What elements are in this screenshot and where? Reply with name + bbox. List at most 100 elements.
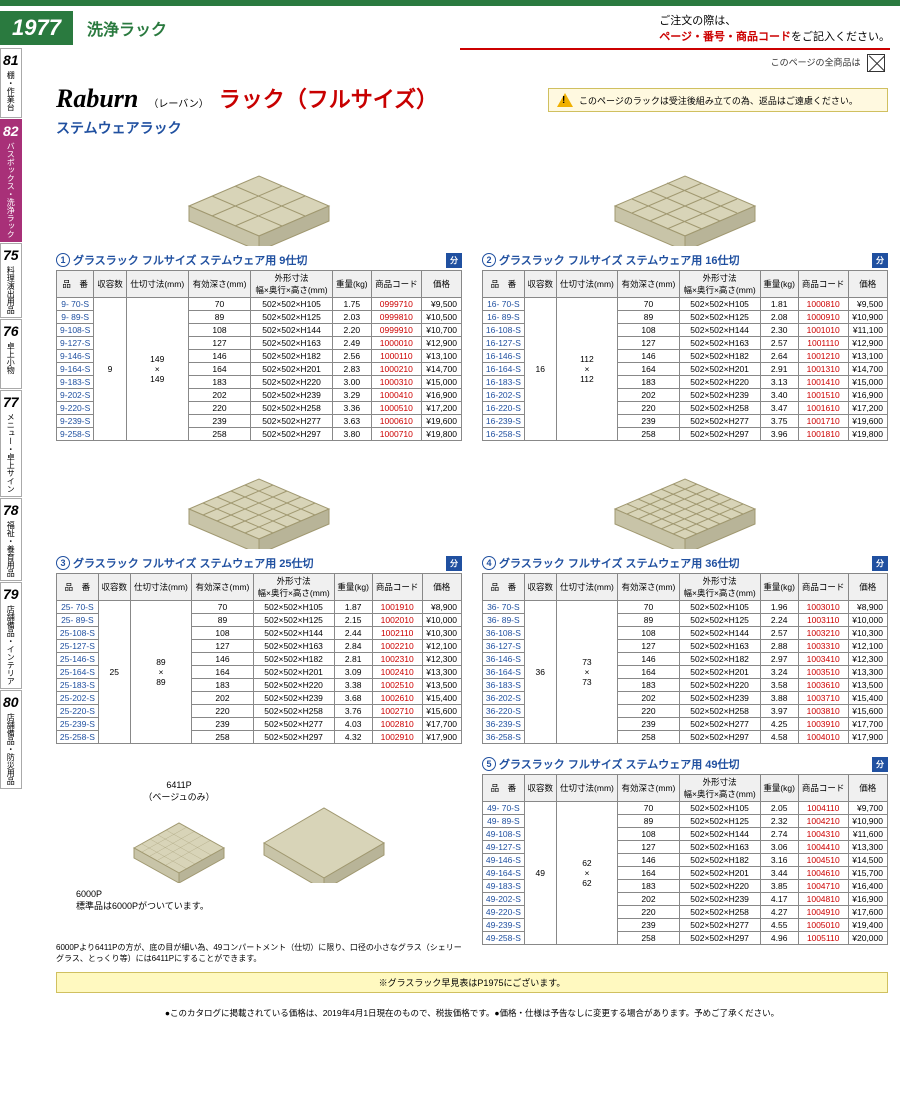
item-number[interactable]: 9-220-S [57, 402, 94, 415]
item-number[interactable]: 36-183-S [483, 679, 525, 692]
item-number[interactable]: 36-146-S [483, 653, 525, 666]
page-header: 1977 洗浄ラック ご注文の際は、 ページ・番号・商品コードをご記入ください。 [0, 8, 900, 48]
item-number[interactable]: 9- 70-S [57, 298, 94, 311]
item-number[interactable]: 49- 70-S [483, 802, 525, 815]
product-table-3: 品 番収容数仕切寸法(mm)有効深さ(mm)外形寸法幅×奥行×高さ(mm)重量(… [56, 573, 462, 744]
detail-note: 6000Pより6411Pの方が、底の目が細い為、49コンパートメント（仕切）に限… [56, 942, 462, 964]
brand-kana: （レーバン） [148, 95, 208, 110]
table-title-2: 2グラスラック フルサイズ ステムウェア用 16仕切分 [482, 252, 888, 268]
item-number[interactable]: 49-164-S [483, 867, 525, 880]
sidebar-item-81[interactable]: 81棚・作業台 [0, 48, 22, 118]
table-title-3: 3グラスラック フルサイズ ステムウェア用 25仕切分 [56, 555, 462, 571]
sidebar-item-79[interactable]: 79店舗備品・インテリア [0, 582, 22, 689]
item-number[interactable]: 16-202-S [483, 389, 525, 402]
sidebar-item-82[interactable]: 82バスボックス・洗浄ラック [0, 119, 22, 242]
item-number[interactable]: 36-127-S [483, 640, 525, 653]
item-number[interactable]: 25-258-S [57, 731, 99, 744]
item-number[interactable]: 9-127-S [57, 337, 94, 350]
item-number[interactable]: 9-183-S [57, 376, 94, 389]
rack-image-1 [56, 146, 462, 246]
product-table-5: 品 番収容数仕切寸法(mm)有効深さ(mm)外形寸法幅×奥行×高さ(mm)重量(… [482, 774, 888, 945]
item-number[interactable]: 9-202-S [57, 389, 94, 402]
label-6411p: 6411P [166, 780, 191, 790]
item-number[interactable]: 25-202-S [57, 692, 99, 705]
page-number: 1977 [0, 11, 73, 45]
item-number[interactable]: 49- 89-S [483, 815, 525, 828]
item-number[interactable]: 49-220-S [483, 906, 525, 919]
yellow-note: ※グラスラック早見表はP1975にございます。 [56, 972, 888, 993]
item-number[interactable]: 36-202-S [483, 692, 525, 705]
item-number[interactable]: 25-127-S [57, 640, 99, 653]
table-row: 49- 70-S4962×6270502×502×H1052.051004110… [483, 802, 888, 815]
item-number[interactable]: 49-183-S [483, 880, 525, 893]
product-title: ラック（フルサイズ） [219, 82, 438, 114]
item-number[interactable]: 36-108-S [483, 627, 525, 640]
rack-image-2 [482, 146, 888, 246]
item-number[interactable]: 25-183-S [57, 679, 99, 692]
brand-row: Raburn （レーバン） ラック（フルサイズ） このページのラックは受注後組み… [56, 82, 888, 114]
product-image-area: 6411P（ベージュのみ） 6000P 標準品は6000Pがついています。 [56, 756, 462, 936]
warning-icon [557, 93, 573, 107]
item-number[interactable]: 16-239-S [483, 415, 525, 428]
item-number[interactable]: 16-127-S [483, 337, 525, 350]
item-number[interactable]: 49-108-S [483, 828, 525, 841]
item-number[interactable]: 25-239-S [57, 718, 99, 731]
item-number[interactable]: 16-108-S [483, 324, 525, 337]
item-number[interactable]: 16- 89-S [483, 311, 525, 324]
item-number[interactable]: 36- 89-S [483, 614, 525, 627]
item-number[interactable]: 9-108-S [57, 324, 94, 337]
item-number[interactable]: 49-239-S [483, 919, 525, 932]
rack-image-4 [482, 449, 888, 549]
item-number[interactable]: 9-258-S [57, 428, 94, 441]
item-number[interactable]: 9-239-S [57, 415, 94, 428]
sidebar-item-76[interactable]: 76卓上小物 [0, 319, 22, 389]
item-number[interactable]: 16-258-S [483, 428, 525, 441]
item-number[interactable]: 49-202-S [483, 893, 525, 906]
item-number[interactable]: 16- 70-S [483, 298, 525, 311]
order-note: ご注文の際は、 ページ・番号・商品コードをご記入ください。 [659, 12, 900, 44]
sidebar-item-75[interactable]: 75料理演出用品 [0, 243, 22, 318]
item-number[interactable]: 36-239-S [483, 718, 525, 731]
item-number[interactable]: 36-258-S [483, 731, 525, 744]
item-number[interactable]: 25-108-S [57, 627, 99, 640]
icon-note: このページの全商品は [0, 50, 900, 76]
footer: ●このカタログに掲載されている価格は、2019年4月1日現在のもので、税抜価格で… [56, 1003, 888, 1023]
table-title-4: 4グラスラック フルサイズ ステムウェア用 36仕切分 [482, 555, 888, 571]
item-number[interactable]: 36-164-S [483, 666, 525, 679]
item-number[interactable]: 25-146-S [57, 653, 99, 666]
sidebar-item-80[interactable]: 80店舗備品・防災用品 [0, 690, 22, 789]
table-row: 36- 70-S3673×7370502×502×H1051.961003010… [483, 601, 888, 614]
item-number[interactable]: 49-146-S [483, 854, 525, 867]
item-number[interactable]: 25- 70-S [57, 601, 99, 614]
item-number[interactable]: 25- 89-S [57, 614, 99, 627]
item-number[interactable]: 25-220-S [57, 705, 99, 718]
item-number[interactable]: 36- 70-S [483, 601, 525, 614]
sidebar: 81棚・作業台82バスボックス・洗浄ラック75料理演出用品76卓上小物77メニュ… [0, 48, 38, 790]
item-number[interactable]: 16-183-S [483, 376, 525, 389]
cross-box-icon [867, 54, 885, 72]
subtitle: ステムウェアラック [56, 118, 888, 138]
label-6000p: 6000P [76, 889, 209, 899]
item-number[interactable]: 49-127-S [483, 841, 525, 854]
item-number[interactable]: 16-164-S [483, 363, 525, 376]
item-number[interactable]: 9- 89-S [57, 311, 94, 324]
product-table-2: 品 番収容数仕切寸法(mm)有効深さ(mm)外形寸法幅×奥行×高さ(mm)重量(… [482, 270, 888, 441]
table-row: 9- 70-S9149×14970502×502×H1051.750999710… [57, 298, 462, 311]
sidebar-item-78[interactable]: 78福祉・養育用品 [0, 498, 22, 581]
category-title: 洗浄ラック [73, 16, 181, 40]
table-row: 16- 70-S16112×11270502×502×H1051.8110008… [483, 298, 888, 311]
item-number[interactable]: 9-164-S [57, 363, 94, 376]
table-title-1: 1グラスラック フルサイズ ステムウェア用 9仕切分 [56, 252, 462, 268]
item-number[interactable]: 16-146-S [483, 350, 525, 363]
rack-image-3 [56, 449, 462, 549]
item-number[interactable]: 36-220-S [483, 705, 525, 718]
sidebar-item-77[interactable]: 77メニュー・卓上サイン [0, 390, 22, 497]
item-number[interactable]: 49-258-S [483, 932, 525, 945]
brand-logo: Raburn [56, 84, 138, 114]
table-title-5: 5グラスラック フルサイズ ステムウェア用 49仕切分 [482, 756, 888, 772]
product-table-1: 品 番収容数仕切寸法(mm)有効深さ(mm)外形寸法幅×奥行×高さ(mm)重量(… [56, 270, 462, 441]
item-number[interactable]: 16-220-S [483, 402, 525, 415]
item-number[interactable]: 9-146-S [57, 350, 94, 363]
product-table-4: 品 番収容数仕切寸法(mm)有効深さ(mm)外形寸法幅×奥行×高さ(mm)重量(… [482, 573, 888, 744]
item-number[interactable]: 25-164-S [57, 666, 99, 679]
